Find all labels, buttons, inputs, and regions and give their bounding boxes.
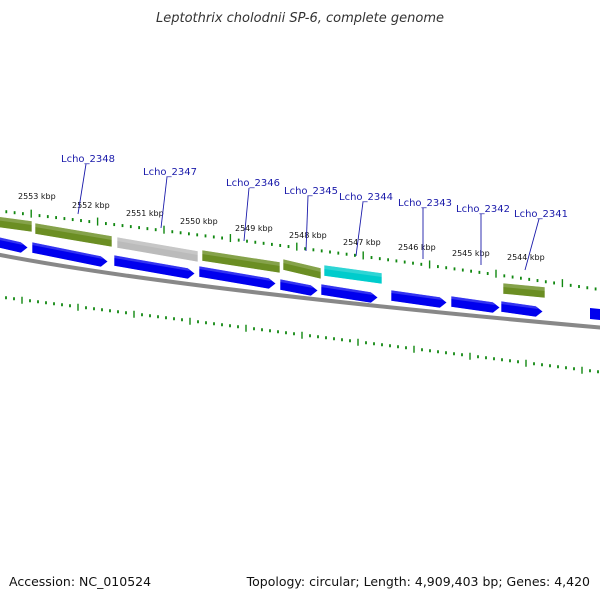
position-label: 2551 kbp	[126, 209, 164, 218]
label-leader-line	[243, 187, 250, 242]
position-label: 2548 kbp	[289, 231, 327, 240]
position-label: 2550 kbp	[180, 217, 218, 226]
position-labels: 2553 kbp 2552 kbp 2551 kbp 2550 kbp 2549 kbp…	[18, 192, 545, 262]
gene-label-lcho_2344[interactable]: Lcho_2344	[339, 192, 393, 203]
position-label: 2553 kbp	[18, 192, 56, 201]
accession-text: Accession: NC_010524	[9, 574, 151, 589]
outer-tick-marks	[5, 209, 597, 291]
position-label: 2547 kbp	[343, 238, 381, 247]
gene-feature-reverse[interactable]	[31, 241, 109, 268]
label-leader-line	[524, 218, 540, 271]
position-label: 2549 kbp	[235, 224, 273, 233]
forward-strand-features	[0, 216, 546, 299]
gene-feature-reverse[interactable]	[320, 283, 379, 304]
gene-label-lcho_2341[interactable]: Lcho_2341	[514, 209, 568, 220]
label-leader-line	[355, 201, 364, 257]
gene-label-lcho_2342[interactable]: Lcho_2342	[456, 204, 510, 215]
gene-feature-reverse[interactable]	[390, 289, 448, 309]
gene-feature-lcho_2347[interactable]	[116, 236, 199, 263]
label-leader-line	[305, 195, 309, 252]
position-label: 2545 kbp	[452, 249, 490, 258]
position-label: 2552 kbp	[72, 201, 110, 210]
gene-feature-reverse[interactable]	[450, 295, 501, 314]
gene-feature-reverse[interactable]	[590, 308, 600, 320]
gene-labels: Lcho_2348Lcho_2347Lcho_2346Lcho_2345Lcho…	[61, 154, 568, 271]
position-label: 2546 kbp	[398, 243, 436, 252]
gene-feature-reverse[interactable]	[500, 300, 544, 318]
gene-label-lcho_2343[interactable]: Lcho_2343	[398, 198, 452, 209]
gene-feature-lcho_2344[interactable]	[323, 264, 383, 285]
gene-label-lcho_2347[interactable]: Lcho_2347	[143, 167, 197, 178]
gene-label-lcho_2345[interactable]: Lcho_2345	[284, 186, 338, 197]
inner-tick-marks	[5, 296, 599, 374]
gene-feature-lcho_2345[interactable]	[282, 258, 322, 280]
gene-feature-lcho_2341[interactable]	[502, 282, 546, 299]
gene-feature-reverse[interactable]	[113, 254, 196, 280]
gene-feature-reverse[interactable]	[0, 236, 29, 254]
gene-label-lcho_2346[interactable]: Lcho_2346	[226, 178, 280, 189]
map-title: Leptothrix cholodnii SP-6, complete geno…	[156, 11, 444, 26]
genome-summary-text: Topology: circular; Length: 4,909,403 bp…	[246, 574, 590, 589]
gene-feature-reverse[interactable]	[198, 265, 277, 290]
label-leader-line	[160, 176, 168, 229]
gene-feature[interactable]	[0, 216, 33, 233]
genome-backbone	[0, 252, 600, 330]
position-label: 2544 kbp	[507, 253, 545, 262]
gene-feature-lcho_2348[interactable]	[34, 222, 113, 248]
reverse-strand-features	[0, 236, 600, 320]
gene-feature-lcho_2346[interactable]	[201, 249, 281, 274]
gene-feature-reverse[interactable]	[279, 278, 319, 297]
gene-label-lcho_2348[interactable]: Lcho_2348	[61, 154, 115, 165]
label-leader-line	[77, 163, 87, 215]
